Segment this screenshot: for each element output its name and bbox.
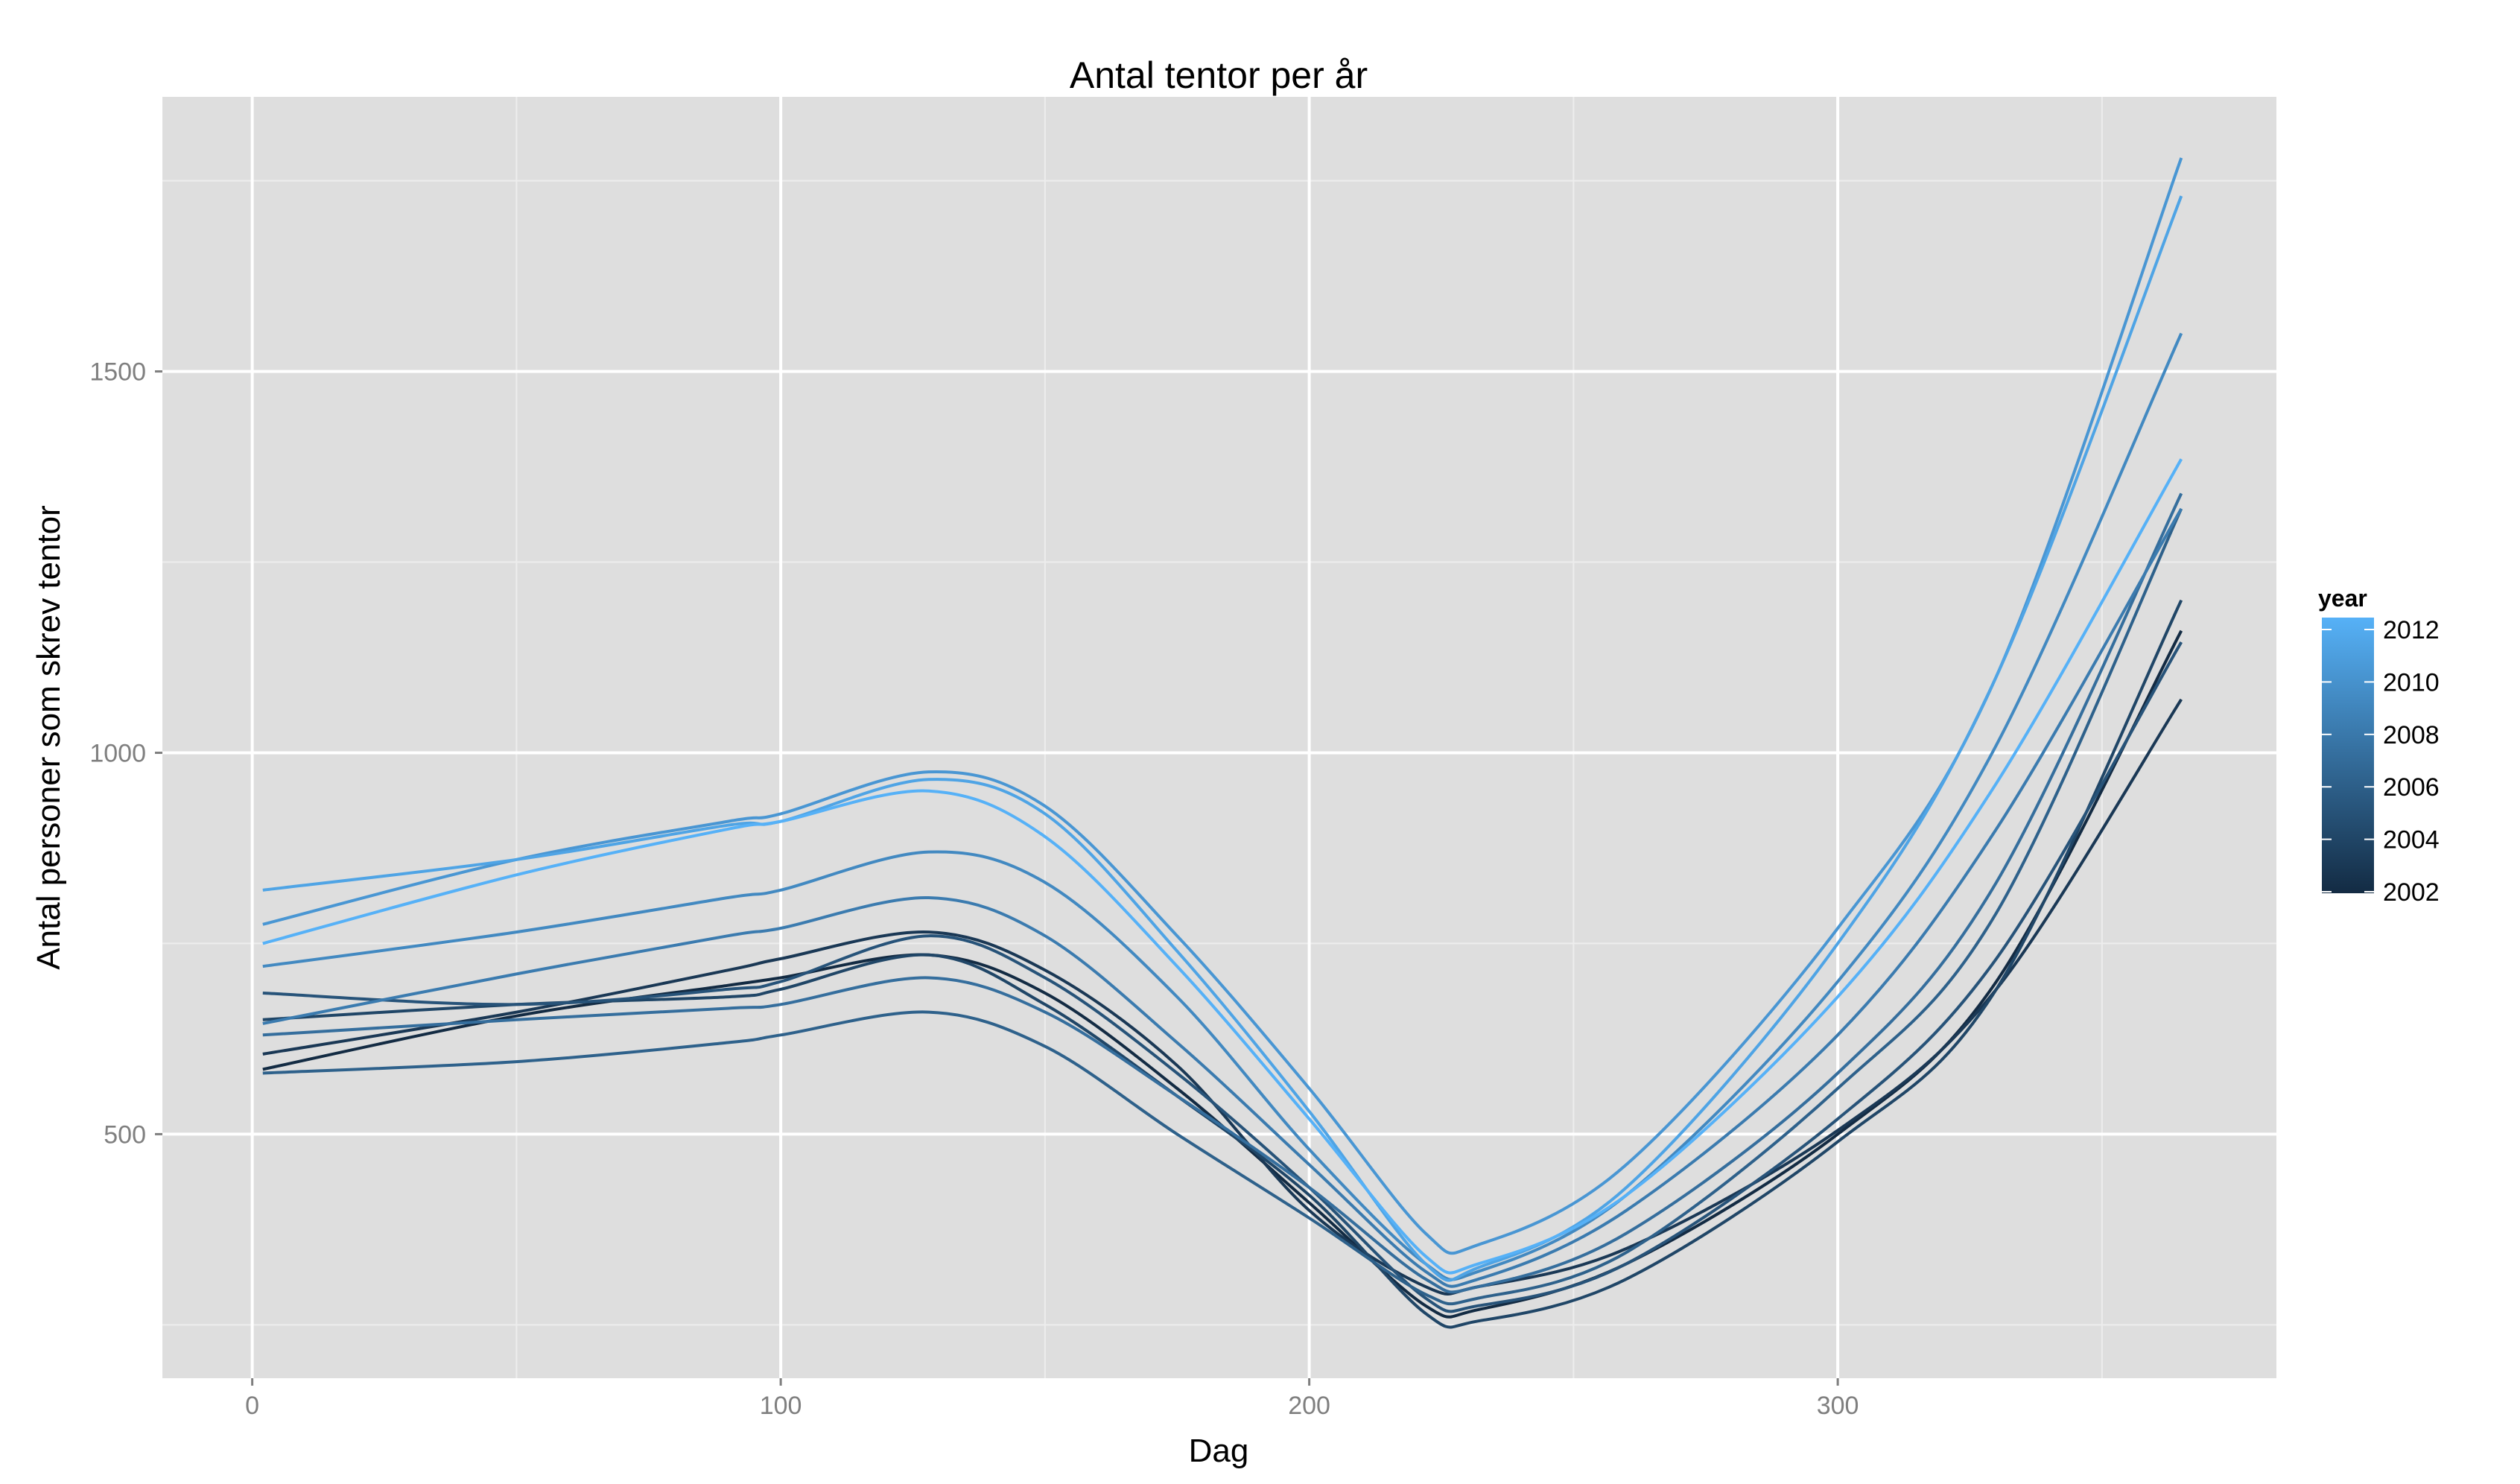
legend-label: 2008 xyxy=(2383,721,2440,749)
chart-title: Antal tentor per år xyxy=(1070,54,1368,96)
legend-title: year xyxy=(2318,585,2367,612)
legend-label: 2002 xyxy=(2383,878,2440,907)
series-line-2003 xyxy=(262,698,2183,1296)
x-tick-label: 0 xyxy=(245,1392,259,1420)
legend-label: 2004 xyxy=(2383,826,2440,854)
series-line-2012 xyxy=(262,458,2183,1275)
x-axis-title: Dag xyxy=(1189,1433,1249,1469)
grid-minor-lines xyxy=(162,97,2276,1378)
series-line-2008 xyxy=(262,507,2183,1288)
y-tick-label: 500 xyxy=(104,1120,146,1149)
x-tick-label: 200 xyxy=(1288,1392,1330,1420)
x-tick-label: 100 xyxy=(760,1392,802,1420)
legend-label: 2012 xyxy=(2383,616,2440,644)
series-line-2010 xyxy=(262,157,2183,1255)
legend-label: 2010 xyxy=(2383,668,2440,697)
legend-colorbar xyxy=(2322,618,2374,893)
y-axis-title: Antal personer som skrev tentor xyxy=(31,505,67,970)
series-line-2006 xyxy=(262,508,2183,1306)
legend-label: 2006 xyxy=(2383,773,2440,802)
legend: year 2012 2010 2008 2006 2004 2002 xyxy=(2318,585,2440,907)
series-line-2011 xyxy=(262,195,2183,1282)
x-tick-label: 300 xyxy=(1817,1392,1859,1420)
series-line-2004 xyxy=(262,599,2183,1329)
x-axis-ticks: 0 100 200 300 xyxy=(245,1378,1859,1420)
y-axis-ticks: 500 1000 1500 xyxy=(89,358,162,1149)
y-tick-label: 1000 xyxy=(89,739,146,767)
series-line-2005 xyxy=(262,641,2183,1313)
plot-panel xyxy=(162,97,2276,1378)
series-line-2009 xyxy=(262,332,2183,1281)
legend-items: 2012 2010 2008 2006 2004 2002 xyxy=(2322,616,2440,907)
series-line-2007 xyxy=(262,492,2183,1294)
series-lines xyxy=(262,157,2183,1329)
y-tick-label: 1500 xyxy=(89,358,146,387)
grid-major-lines xyxy=(162,97,2276,1378)
